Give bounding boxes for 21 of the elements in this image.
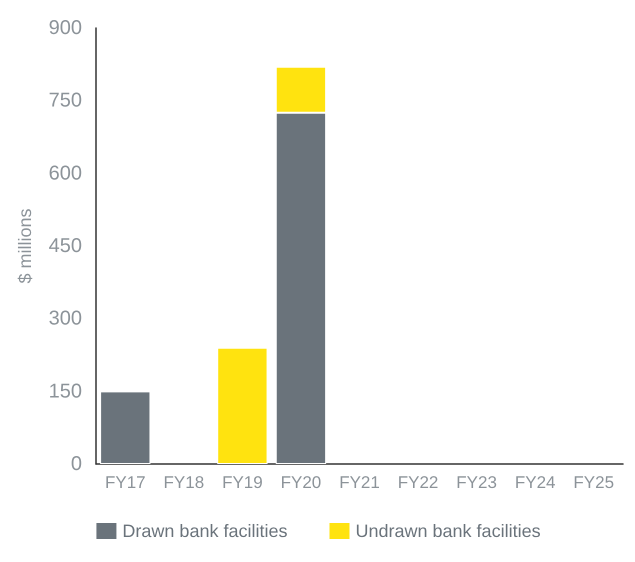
y-tick-label: 900 xyxy=(48,17,82,39)
y-tick-label: 450 xyxy=(48,235,82,257)
y-tick-label: 600 xyxy=(48,162,82,184)
y-tick-label: 150 xyxy=(48,380,82,402)
x-tick-label: FY17 xyxy=(104,473,146,492)
bar xyxy=(100,391,150,464)
x-tick-label: FY23 xyxy=(456,473,497,492)
x-tick-label: FY24 xyxy=(514,473,556,492)
x-tick-label: FY22 xyxy=(398,473,438,492)
legend-label: Drawn bank facilities xyxy=(122,521,288,541)
x-tick-label: FY18 xyxy=(164,473,204,492)
x-tick-label: FY21 xyxy=(339,473,380,492)
legend-label: Undrawn bank facilities xyxy=(355,521,541,541)
y-axis-title: $ millions xyxy=(15,208,35,284)
x-tick-label: FY19 xyxy=(222,473,263,492)
x-tick-label: FY25 xyxy=(573,473,614,492)
y-tick-label: 0 xyxy=(70,453,82,475)
bar xyxy=(217,348,268,464)
y-tick-label: 750 xyxy=(48,90,82,112)
y-tick-label: 300 xyxy=(48,308,82,330)
x-tick-label: FY20 xyxy=(280,473,322,492)
